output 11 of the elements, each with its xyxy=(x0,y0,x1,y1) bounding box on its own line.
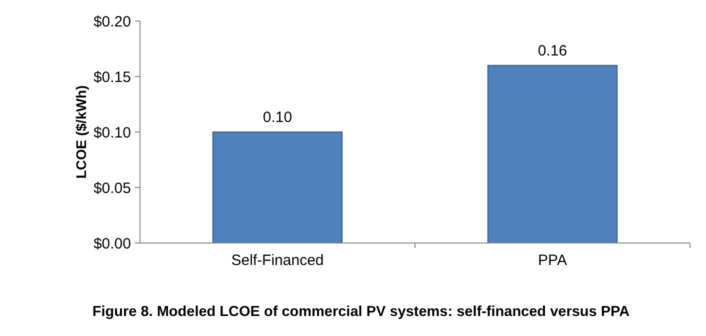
y-tick-label: $0.20 xyxy=(93,13,131,30)
x-tick-label: Self-Financed xyxy=(231,252,324,269)
x-tick-label: PPA xyxy=(538,252,567,269)
y-tick-label: $0.15 xyxy=(93,68,131,86)
y-tick-label: $0.00 xyxy=(93,235,131,252)
y-tick-label: $0.05 xyxy=(93,180,131,197)
data-label: 0.16 xyxy=(538,42,568,60)
y-axis-title: LCOE ($/kWh) xyxy=(73,85,89,179)
y-tick-label: $0.10 xyxy=(93,124,131,142)
text: Figure 8. Modeled LCOE of commercial PV systems: self-financed versus PPA xyxy=(92,304,630,320)
data-label: 0.10 xyxy=(262,109,292,126)
